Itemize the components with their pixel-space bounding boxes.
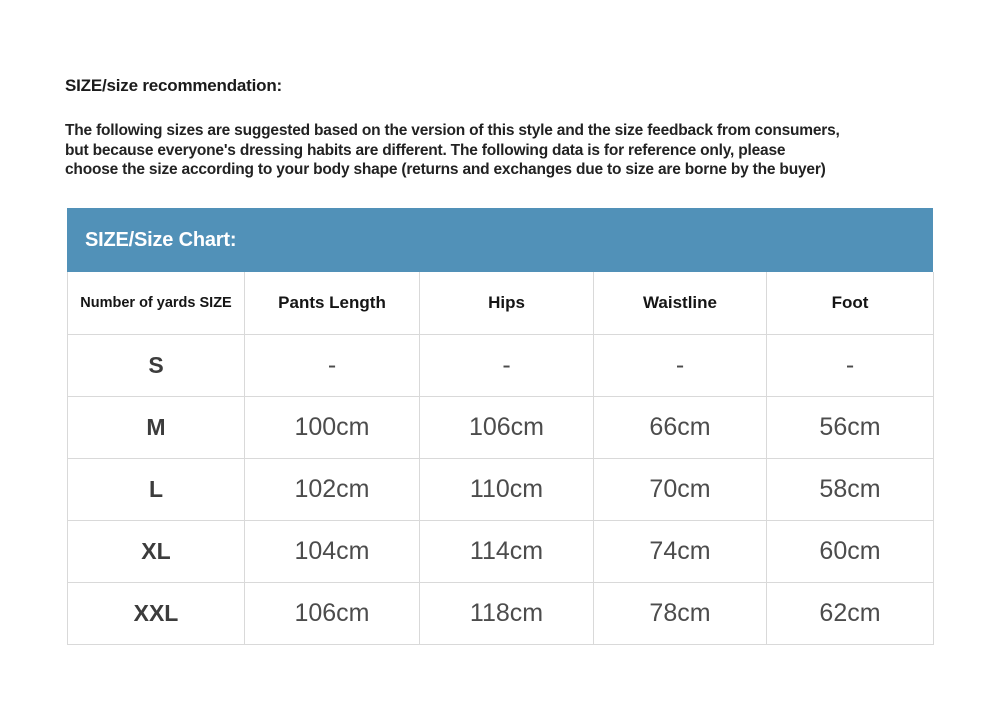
size-chart-title: SIZE/Size Chart: xyxy=(85,228,237,251)
table-row: L 102cm 110cm 70cm 58cm xyxy=(67,458,934,521)
table-row: XXL 106cm 118cm 78cm 62cm xyxy=(67,582,934,645)
pants-length-cell: 100cm xyxy=(244,396,420,459)
table-row: XL 104cm 114cm 74cm 60cm xyxy=(67,520,934,583)
table-header-row: Number of yards SIZE Pants Length Hips W… xyxy=(67,272,934,335)
foot-cell: 58cm xyxy=(766,458,934,521)
column-header-hips: Hips xyxy=(419,272,594,335)
description-line-2: but because everyone's dressing habits a… xyxy=(65,141,786,159)
pants-length-cell: 104cm xyxy=(244,520,420,583)
column-header-size: Number of yards SIZE xyxy=(67,272,245,335)
foot-cell: - xyxy=(766,334,934,397)
size-cell: L xyxy=(67,458,245,521)
hips-cell: 106cm xyxy=(419,396,594,459)
column-header-foot: Foot xyxy=(766,272,934,335)
size-chart-title-bar: SIZE/Size Chart: xyxy=(67,208,933,272)
size-recommendation-heading: SIZE/size recommendation: xyxy=(65,76,282,95)
foot-cell: 60cm xyxy=(766,520,934,583)
size-cell: M xyxy=(67,396,245,459)
size-cell: XXL xyxy=(67,582,245,645)
column-header-pants-length: Pants Length xyxy=(244,272,420,335)
column-header-waistline: Waistline xyxy=(593,272,767,335)
waistline-cell: - xyxy=(593,334,767,397)
size-recommendation-description: The following sizes are suggested based … xyxy=(65,121,945,180)
hips-cell: - xyxy=(419,334,594,397)
pants-length-cell: - xyxy=(244,334,420,397)
description-line-3: choose the size according to your body s… xyxy=(65,161,826,178)
pants-length-cell: 102cm xyxy=(244,458,420,521)
size-chart-table: Number of yards SIZE Pants Length Hips W… xyxy=(67,272,934,645)
waistline-cell: 66cm xyxy=(593,396,767,459)
pants-length-cell: 106cm xyxy=(244,582,420,645)
hips-cell: 114cm xyxy=(419,520,594,583)
waistline-cell: 70cm xyxy=(593,458,767,521)
waistline-cell: 74cm xyxy=(593,520,767,583)
foot-cell: 56cm xyxy=(766,396,934,459)
foot-cell: 62cm xyxy=(766,582,934,645)
hips-cell: 110cm xyxy=(419,458,594,521)
table-row: M 100cm 106cm 66cm 56cm xyxy=(67,396,934,459)
description-line-1: The following sizes are suggested based … xyxy=(65,122,840,139)
waistline-cell: 78cm xyxy=(593,582,767,645)
size-cell: S xyxy=(67,334,245,397)
size-cell: XL xyxy=(67,520,245,583)
hips-cell: 118cm xyxy=(419,582,594,645)
table-row: S - - - - xyxy=(67,334,934,397)
